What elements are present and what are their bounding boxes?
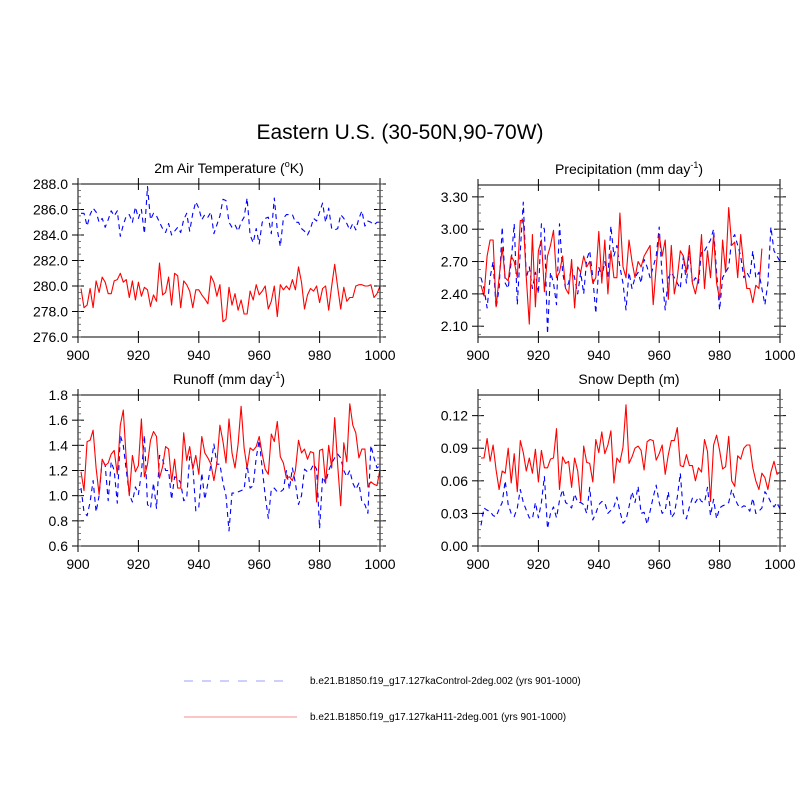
panel-snow-depth: 900 920 940 960 980 1000 0.00 0.03 0.06 0.09 0.12 S… [441, 371, 796, 572]
y-tick-label: 0.09 [441, 440, 468, 456]
air-temperature-h11-line [80, 262, 381, 323]
panel-runoff: 900 920 940 960 980 1000 0.6 0.8 1.0 1.2 1.4 1.6 1.8… [49, 370, 396, 572]
x-tick-label: 940 [187, 347, 211, 363]
y-tick-label: 278.0 [33, 304, 68, 320]
x-tick-label: 900 [466, 556, 490, 572]
x-tick-label: 920 [127, 347, 151, 363]
y-tick-label: 280.0 [33, 278, 68, 294]
y-tick-label: 1.6 [49, 412, 69, 428]
y-tick-label: 288.0 [33, 176, 68, 192]
x-tick-label: 920 [127, 556, 151, 572]
snow-depth-h11-line [481, 404, 781, 503]
panel-title: Runoff (mm day-1) [173, 370, 285, 387]
snow-depth-control-line [480, 472, 781, 530]
y-tick-label: 0.12 [441, 408, 468, 424]
x-tick-label: 980 [708, 556, 732, 572]
x-tick-label: 920 [527, 347, 551, 363]
x-tick-label: 1000 [764, 556, 795, 572]
panel-title: Snow Depth (m) [578, 371, 679, 387]
panel-precipitation: 900 920 940 960 980 1000 2.10 2.40 2.70 3.00 3.30 P… [441, 160, 796, 363]
y-tick-label: 0.00 [441, 538, 468, 554]
runoff-h11-line [80, 403, 381, 507]
y-tick-label: 2.70 [441, 254, 468, 270]
y-tick-label: 1.0 [49, 488, 69, 504]
y-tick-label: 0.03 [441, 505, 468, 521]
x-tick-label: 1000 [364, 556, 395, 572]
runoff-control-line [80, 434, 381, 532]
y-tick-label: 3.30 [441, 189, 468, 205]
x-tick-label: 900 [466, 347, 490, 363]
x-tick-label: 1000 [364, 347, 395, 363]
plot-frame [477, 184, 781, 338]
x-tick-label: 960 [648, 556, 672, 572]
x-tick-label: 960 [648, 347, 672, 363]
x-tick-label: 960 [248, 347, 272, 363]
y-tick-label: 1.8 [49, 387, 69, 403]
figure-title: Eastern U.S. (30-50N,90-70W) [256, 121, 544, 144]
air-temperature-control-line [81, 185, 380, 248]
legend-label-h11: b.e21.B1850.f19_g17.127kaH11-2deg.001 (y… [310, 711, 567, 723]
x-tick-label: 900 [66, 556, 90, 572]
x-tick-label: 980 [308, 556, 332, 572]
precipitation-h11-line [480, 207, 763, 325]
y-tick-label: 2.10 [441, 318, 468, 334]
x-tick-label: 920 [527, 556, 551, 572]
y-tick-label: 2.40 [441, 286, 468, 302]
y-tick-label: 1.4 [49, 437, 69, 453]
x-tick-label: 980 [708, 347, 732, 363]
x-tick-label: 940 [187, 556, 211, 572]
x-tick-label: 980 [308, 347, 332, 363]
y-tick-label: 282.0 [33, 253, 68, 269]
x-tick-label: 940 [587, 347, 611, 363]
legend-label-control: b.e21.B1850.f19_g17.127kaControl-2deg.00… [310, 675, 581, 687]
y-tick-label: 0.8 [49, 513, 69, 529]
panel-air-temperature: 900 920 940 960 980 1000 276.0 278.0 280.0 282.0 2… [33, 159, 396, 363]
x-tick-label: 940 [587, 556, 611, 572]
x-tick-label: 960 [248, 556, 272, 572]
x-tick-label: 900 [66, 347, 90, 363]
plot-frame [477, 394, 781, 547]
y-tick-label: 0.6 [49, 538, 69, 554]
panel-title: Precipitation (mm day-1) [555, 160, 703, 177]
legend-lines [184, 680, 297, 718]
y-tick-label: 0.06 [441, 473, 468, 489]
y-tick-label: 284.0 [33, 227, 68, 243]
plot-frame [77, 183, 381, 338]
y-tick-label: 3.00 [441, 221, 468, 237]
y-tick-label: 286.0 [33, 202, 68, 218]
y-tick-label: 276.0 [33, 329, 68, 345]
y-tick-label: 1.2 [49, 463, 69, 479]
panel-title: 2m Air Temperature (oK) [154, 159, 303, 176]
x-tick-label: 1000 [764, 347, 795, 363]
